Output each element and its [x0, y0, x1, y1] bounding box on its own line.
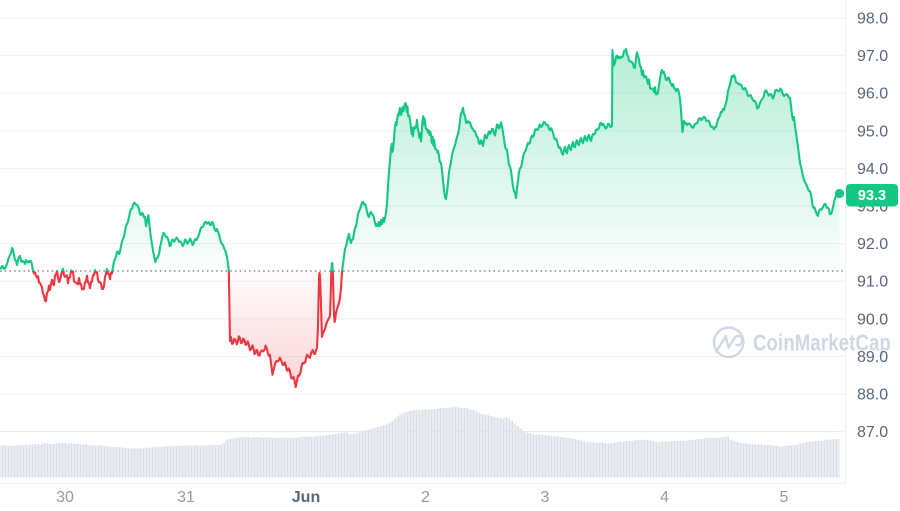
- svg-text:Jun: Jun: [292, 489, 320, 506]
- svg-text:98.0: 98.0: [857, 11, 888, 28]
- svg-text:5: 5: [780, 489, 789, 506]
- svg-text:89.0: 89.0: [857, 349, 888, 366]
- svg-text:31: 31: [177, 489, 195, 506]
- svg-text:87.0: 87.0: [857, 424, 888, 441]
- svg-text:93.3: 93.3: [858, 188, 886, 204]
- svg-text:96.0: 96.0: [857, 86, 888, 103]
- svg-text:92.0: 92.0: [857, 236, 888, 253]
- svg-text:94.0: 94.0: [857, 161, 888, 178]
- svg-text:4: 4: [660, 489, 669, 506]
- svg-text:90.0: 90.0: [857, 311, 888, 328]
- svg-text:30: 30: [56, 489, 74, 506]
- svg-text:CoinMarketCap: CoinMarketCap: [753, 330, 891, 356]
- svg-text:88.0: 88.0: [857, 387, 888, 404]
- svg-text:95.0: 95.0: [857, 123, 888, 140]
- svg-text:3: 3: [541, 489, 550, 506]
- svg-text:2: 2: [421, 489, 430, 506]
- svg-text:97.0: 97.0: [857, 48, 888, 65]
- svg-text:91.0: 91.0: [857, 274, 888, 291]
